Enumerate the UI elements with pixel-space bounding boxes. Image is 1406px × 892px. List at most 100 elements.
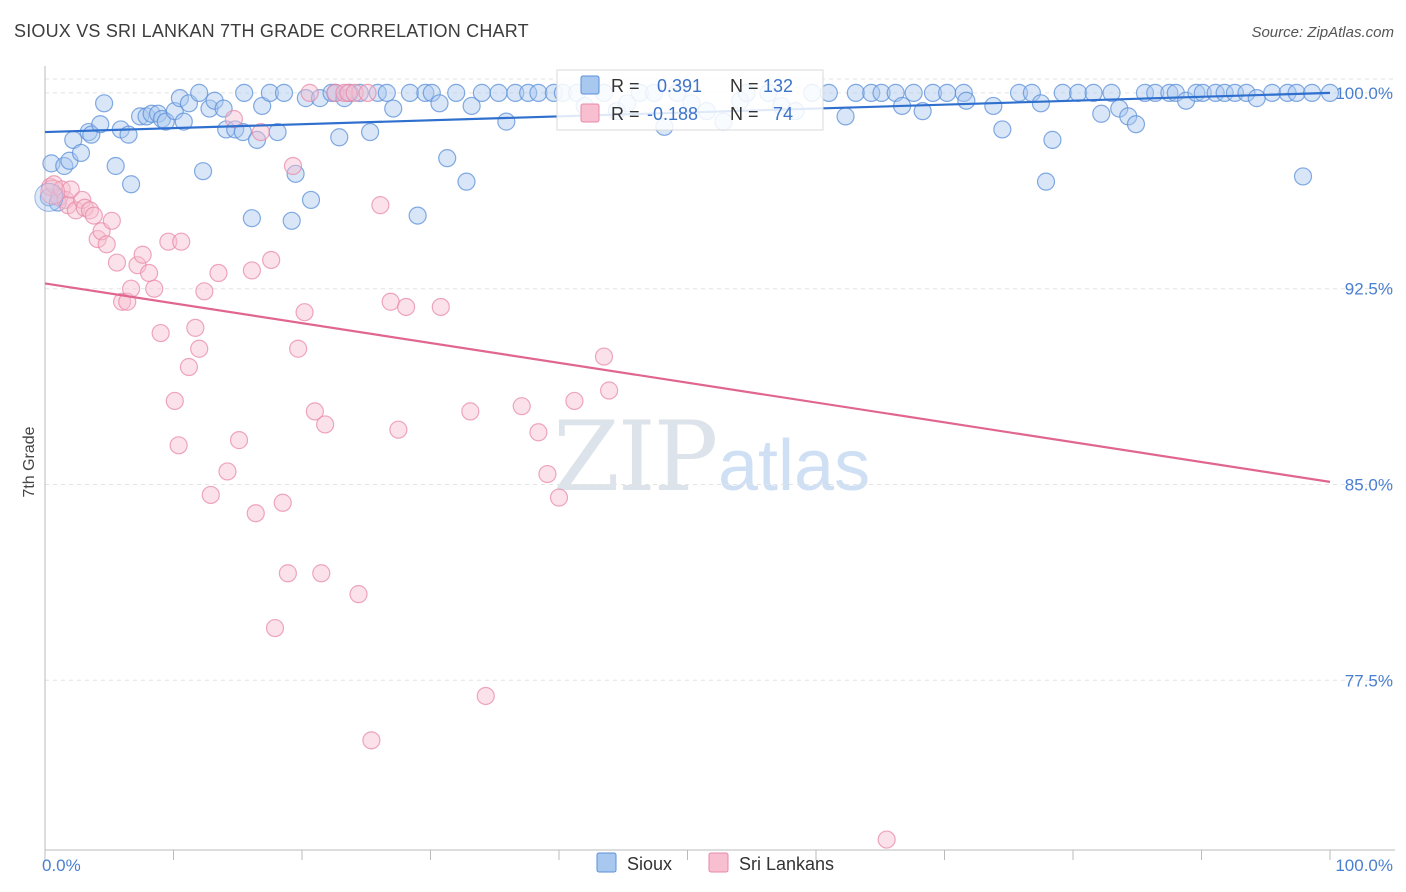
sioux-point	[408, 206, 427, 225]
srilankan-point	[295, 303, 314, 322]
srilankan-point	[389, 420, 408, 439]
sioux-point	[233, 122, 252, 142]
sioux-point	[1135, 83, 1155, 102]
srilankan-point	[512, 397, 531, 416]
sioux-point	[282, 211, 301, 230]
srilankan-point	[145, 279, 164, 298]
sioux-point	[457, 172, 476, 191]
srilankan-point	[242, 261, 261, 280]
srilankan-point	[265, 618, 285, 638]
srilankan-point	[396, 297, 416, 317]
legend-swatch-sioux	[580, 75, 600, 95]
sioux-point	[904, 83, 923, 102]
srilankan-point	[97, 235, 116, 254]
sioux-point	[242, 209, 261, 228]
sioux-point	[71, 143, 91, 163]
sioux-point	[1293, 167, 1313, 186]
source-credit: Source: ZipAtlas.com	[1251, 24, 1394, 41]
sioux-point	[1053, 83, 1072, 102]
srilankan-point	[151, 323, 170, 343]
sioux-point	[130, 107, 150, 126]
srilankan-point	[549, 488, 569, 507]
sioux-point	[91, 115, 110, 134]
srilankan-point	[159, 232, 178, 251]
srilankan-point	[273, 493, 292, 512]
sioux-point	[142, 104, 161, 123]
srilankan-point	[201, 485, 220, 505]
srilankan-point	[179, 357, 199, 377]
sioux-point	[923, 83, 943, 102]
sioux-point	[121, 175, 141, 194]
legend-n-value-sioux: 132	[763, 76, 793, 96]
bottom-legend-swatch-sioux	[596, 852, 617, 873]
sioux-point	[984, 96, 1003, 116]
sioux-point	[190, 83, 209, 102]
sioux-point	[1031, 94, 1050, 113]
srilankan-point	[229, 431, 249, 450]
y-tick-label: 85.0%	[1345, 475, 1393, 494]
srilankan-point	[339, 83, 358, 102]
chart-title: SIOUX VS SRI LANKAN 7TH GRADE CORRELATIO…	[14, 21, 529, 41]
srilankan-point	[133, 245, 152, 264]
srilankan-point	[169, 436, 188, 455]
legend: R = 0.391 N = 132 R = -0.188 N = 74	[556, 69, 824, 131]
srilankan-point	[345, 83, 364, 102]
sioux-point	[913, 102, 932, 121]
sioux-point	[274, 83, 294, 102]
legend-n-label-srilankans: N =	[730, 104, 759, 124]
y-tick-label: 77.5%	[1345, 671, 1393, 690]
sioux-point	[170, 89, 190, 108]
axes: 100.0% 92.5% 85.0% 77.5% 0.0% 100.0%	[42, 66, 1395, 875]
srilankan-point	[538, 464, 557, 484]
sioux-point	[1036, 172, 1056, 191]
bottom-legend-label-sioux: Sioux	[627, 854, 672, 874]
sioux-point	[416, 83, 435, 102]
sioux-point	[872, 83, 891, 102]
srilankan-point	[121, 279, 141, 298]
sioux-point	[361, 122, 380, 142]
sioux-point	[1247, 89, 1266, 108]
y-tick-label: 100.0%	[1335, 84, 1393, 103]
sioux-point	[1237, 83, 1256, 102]
srilankan-cluster-point	[40, 179, 66, 205]
srilankan-point	[262, 250, 281, 270]
legend-r-label-srilankans: R =	[611, 104, 640, 124]
sioux-point	[846, 83, 865, 102]
legend-r-value-srilankans: -0.188	[647, 104, 698, 124]
sioux-point	[95, 94, 114, 113]
srilankan-point	[165, 391, 184, 411]
srilankan-point	[600, 381, 619, 400]
sioux-point	[174, 112, 193, 131]
srilankan-point	[349, 585, 368, 604]
sioux-point	[506, 83, 525, 102]
sioux-point	[377, 83, 396, 102]
sioux-point	[497, 112, 516, 131]
sioux-point	[937, 83, 957, 102]
sioux-point	[1043, 130, 1062, 149]
sioux-cluster-point	[34, 182, 64, 212]
sioux-point	[438, 149, 457, 168]
x-tick-label: 0.0%	[42, 856, 81, 875]
srilankan-point	[594, 347, 614, 366]
srilankan-point	[476, 686, 495, 706]
srilankan-point	[209, 263, 228, 283]
srilankan-point	[381, 292, 400, 311]
bottom-legend-swatch-srilankans	[708, 852, 729, 873]
srilankan-point	[224, 109, 243, 129]
sioux-point	[1069, 83, 1088, 102]
sioux-point	[137, 107, 156, 126]
srilankan-point	[190, 339, 209, 358]
srilankan-point	[335, 83, 354, 102]
srilankan-point	[186, 318, 205, 337]
srilankan-point	[218, 462, 237, 481]
sioux-point	[1126, 115, 1146, 134]
bottom-legend-label-srilankans: Sri Lankans	[739, 854, 834, 874]
sioux-point	[106, 156, 125, 176]
sioux-point	[235, 83, 254, 102]
y-tick-label: 92.5%	[1345, 280, 1393, 299]
sioux-point	[489, 83, 508, 102]
srilankan-point	[431, 297, 450, 317]
sioux-point	[430, 94, 449, 113]
legend-swatch-srilankans	[580, 103, 600, 123]
